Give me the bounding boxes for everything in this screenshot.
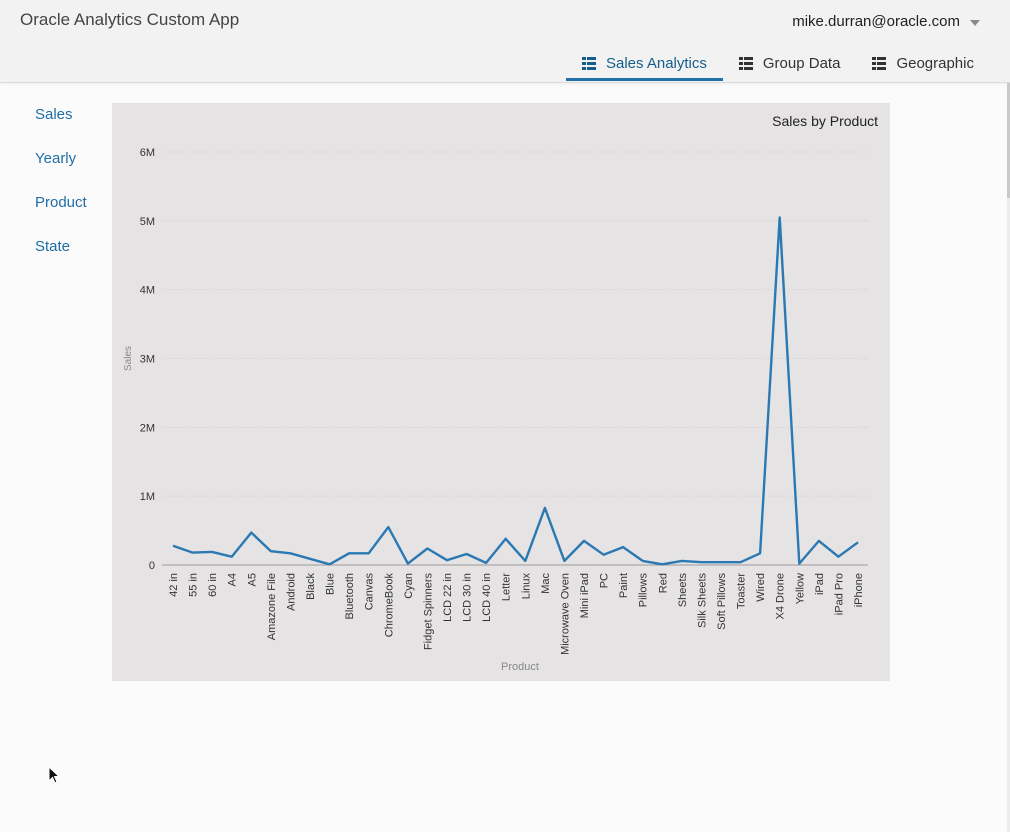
tab-sales-analytics[interactable]: Sales Analytics <box>566 46 723 81</box>
x-tick-label: A5 <box>246 573 258 586</box>
x-tick-label: 60 in <box>207 573 219 597</box>
x-tick-label: 55 in <box>188 573 200 597</box>
user-email: mike.durran@oracle.com <box>792 13 960 30</box>
main-tabs: Sales Analytics Group Data Geographic <box>566 46 990 82</box>
tab-label: Sales Analytics <box>606 54 707 72</box>
grid-list-icon <box>872 56 887 70</box>
y-tick-label: 6M <box>140 147 155 159</box>
x-tick-label: Silk Sheets <box>696 573 708 629</box>
sidebar-nav: Sales Yearly Product State <box>35 106 87 282</box>
y-tick-label: 2M <box>140 422 155 434</box>
grid-list-icon <box>738 56 753 70</box>
sidebar-item-product[interactable]: Product <box>35 194 87 211</box>
app-header: Oracle Analytics Custom App mike.durran@… <box>0 0 1010 83</box>
y-tick-label: 0 <box>149 560 155 572</box>
tab-geographic[interactable]: Geographic <box>856 46 990 80</box>
x-tick-label: iPad <box>814 573 826 595</box>
x-tick-label: Microwave Oven <box>559 573 571 655</box>
x-tick-label: Paint <box>618 573 630 598</box>
x-tick-label: Mac <box>540 573 552 594</box>
x-axis-label: Product <box>501 661 539 673</box>
x-tick-label: Sheets <box>677 573 689 608</box>
x-tick-label: Canvas <box>364 573 376 611</box>
x-tick-label: A4 <box>227 573 239 586</box>
mouse-cursor-icon <box>48 766 61 784</box>
user-menu[interactable]: mike.durran@oracle.com <box>792 13 980 30</box>
chart-title: Sales by Product <box>772 113 878 129</box>
x-tick-label: Cyan <box>403 573 415 599</box>
chart-svg: Sales by Product 0 1M 2M 3M 4M 5M 6M Sales 42 in 5… <box>123 113 878 673</box>
x-tick-label: LCD 30 in <box>462 573 474 622</box>
x-tick-label: LCD 22 in <box>442 573 454 622</box>
x-tick-label: Linux <box>520 573 532 600</box>
x-tick-label: Wired <box>755 573 767 602</box>
sales-series-line <box>172 216 859 566</box>
y-tick-label: 4M <box>140 285 155 297</box>
x-tick-label: PC <box>599 573 611 588</box>
x-tick-label: Mini iPad <box>579 573 591 618</box>
tab-group-data[interactable]: Group Data <box>723 46 857 80</box>
x-tick-label: iPad Pro <box>833 573 845 615</box>
x-tick-label: Letter <box>501 573 513 601</box>
app-title: Oracle Analytics Custom App <box>20 10 240 29</box>
x-tick-label: Android <box>285 573 297 611</box>
x-tick-label: Red <box>657 573 669 593</box>
x-tick-label: Soft Pillows <box>716 573 728 630</box>
x-tick-label: LCD 40 in <box>481 573 493 622</box>
y-tick-label: 5M <box>140 216 155 228</box>
scrollbar-track[interactable] <box>1007 83 1010 832</box>
chevron-down-icon <box>970 19 980 26</box>
x-tick-label: X4 Drone <box>775 573 787 619</box>
tab-label: Group Data <box>762 54 841 72</box>
x-tick-label: Blue <box>325 573 337 595</box>
x-tick-label: 42 in <box>168 573 180 597</box>
x-tick-label: Pillows <box>638 573 650 608</box>
sales-by-product-chart[interactable]: Sales by Product 0 1M 2M 3M 4M 5M 6M Sales 42 in 5… <box>112 103 890 681</box>
sidebar-item-sales[interactable]: Sales <box>35 106 73 123</box>
x-tick-label: Yellow <box>794 573 806 604</box>
y-tick-label: 3M <box>140 354 155 366</box>
x-tick-label: Toaster <box>736 573 748 609</box>
x-tick-label: Black <box>305 573 317 600</box>
x-tick-label: iPhone <box>853 573 865 607</box>
grid-list-icon <box>582 56 596 70</box>
y-axis-label: Sales <box>123 346 134 371</box>
sidebar-item-yearly[interactable]: Yearly <box>35 150 77 167</box>
sidebar-item-state[interactable]: State <box>35 238 71 255</box>
x-tick-label: Amazone File <box>266 573 278 640</box>
scrollbar-thumb[interactable] <box>1007 83 1010 198</box>
y-tick-label: 1M <box>140 491 155 503</box>
x-tick-label: ChromeBook <box>383 573 395 638</box>
x-tick-label: Bluetooth <box>344 573 356 619</box>
x-tick-label: Fidget Spinners <box>422 573 434 651</box>
tab-label: Geographic <box>896 54 974 72</box>
